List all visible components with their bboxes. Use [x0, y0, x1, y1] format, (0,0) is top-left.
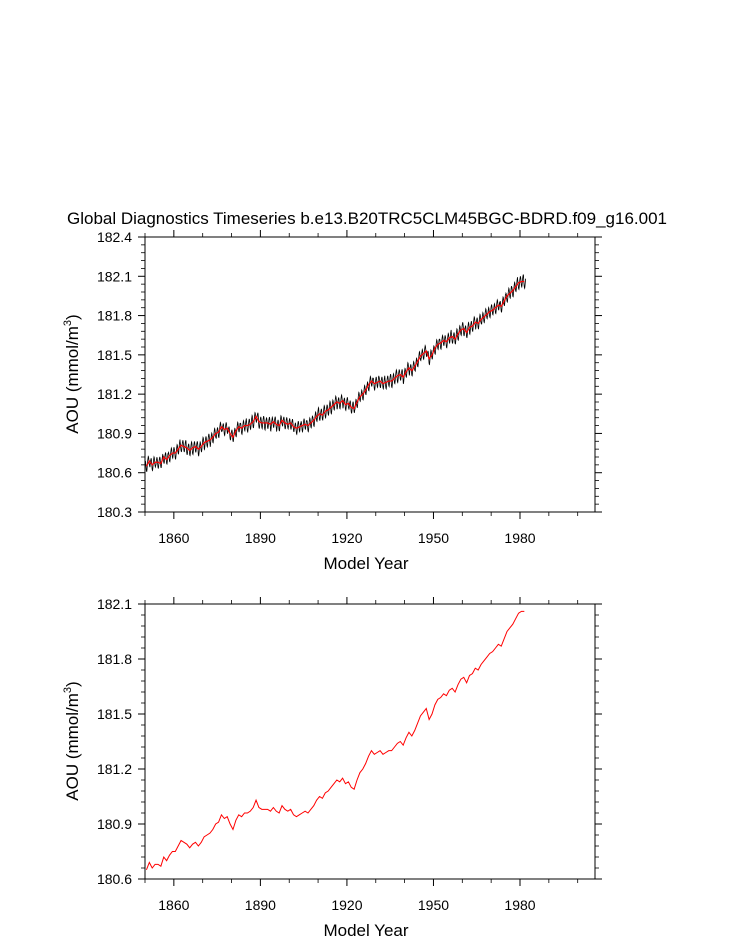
top-y-tick-label: 181.8 [97, 308, 132, 324]
top-y-axis-label: AOU (mmol/m3) [62, 314, 82, 433]
top-x-tick-labels: 1860 1890 1920 1950 1980 [158, 530, 536, 546]
top-axis-ticks [138, 230, 602, 519]
top-y-axis-label-superscript: 3 [62, 320, 74, 326]
bottom-y-tick-label: 182.1 [97, 596, 132, 612]
top-y-tick-label: 182.1 [97, 268, 132, 284]
top-y-tick-label: 180.3 [97, 504, 132, 520]
bottom-y-tick-label: 181.2 [97, 761, 132, 777]
top-y-tick-labels: 180.3 180.6 180.9 181.2 181.5 181.8 182.1 182.4 [97, 229, 132, 520]
bottom-y-axis-label-main: AOU (mmol/m [63, 693, 82, 801]
top-chart: 180.3 180.6 180.9 181.2 181.5 181.8 182.1 182.4… [62, 229, 602, 573]
top-y-tick-label: 181.5 [97, 347, 132, 363]
bottom-y-axis-label-close: ) [63, 681, 82, 687]
bottom-y-tick-labels: 180.6 180.9 181.2 181.5 181.8 182.1 [97, 596, 132, 887]
bottom-x-tick-labels: 1860 1890 1920 1950 1980 [158, 897, 536, 913]
bottom-axis-ticks [138, 597, 602, 886]
top-y-tick-label: 180.9 [97, 425, 132, 441]
bottom-plot-frame [144, 603, 596, 880]
top-annual-mean-line [145, 280, 525, 467]
bottom-y-tick-label: 181.5 [97, 706, 132, 722]
bottom-annual-mean-line [145, 610, 525, 871]
top-y-tick-label: 180.6 [97, 465, 132, 481]
bottom-y-axis-label: AOU (mmol/m3) [62, 681, 82, 800]
bottom-y-tick-label: 180.6 [97, 871, 132, 887]
top-y-tick-label: 182.4 [97, 229, 132, 245]
bottom-x-axis-label: Model Year [323, 921, 408, 940]
bottom-y-tick-label: 181.8 [97, 651, 132, 667]
bottom-x-tick-label: 1860 [158, 897, 189, 913]
top-monthly-series-line [144, 274, 527, 473]
top-x-tick-label: 1980 [504, 530, 535, 546]
top-y-axis-label-main: AOU (mmol/m [63, 326, 82, 434]
bottom-x-tick-label: 1980 [504, 897, 535, 913]
top-plot-frame [144, 236, 596, 513]
bottom-y-axis-label-superscript: 3 [62, 687, 74, 693]
bottom-x-tick-label: 1950 [418, 897, 449, 913]
top-x-tick-label: 1860 [158, 530, 189, 546]
bottom-y-tick-label: 180.9 [97, 816, 132, 832]
top-y-tick-label: 181.2 [97, 386, 132, 402]
top-x-tick-label: 1890 [245, 530, 276, 546]
bottom-x-tick-label: 1890 [245, 897, 276, 913]
top-x-axis-label: Model Year [323, 554, 408, 573]
top-y-axis-label-close: ) [63, 314, 82, 320]
bottom-x-tick-label: 1920 [331, 897, 362, 913]
chart-title: Global Diagnostics Timeseries b.e13.B20T… [67, 209, 667, 228]
top-x-tick-label: 1920 [331, 530, 362, 546]
top-x-tick-label: 1950 [418, 530, 449, 546]
